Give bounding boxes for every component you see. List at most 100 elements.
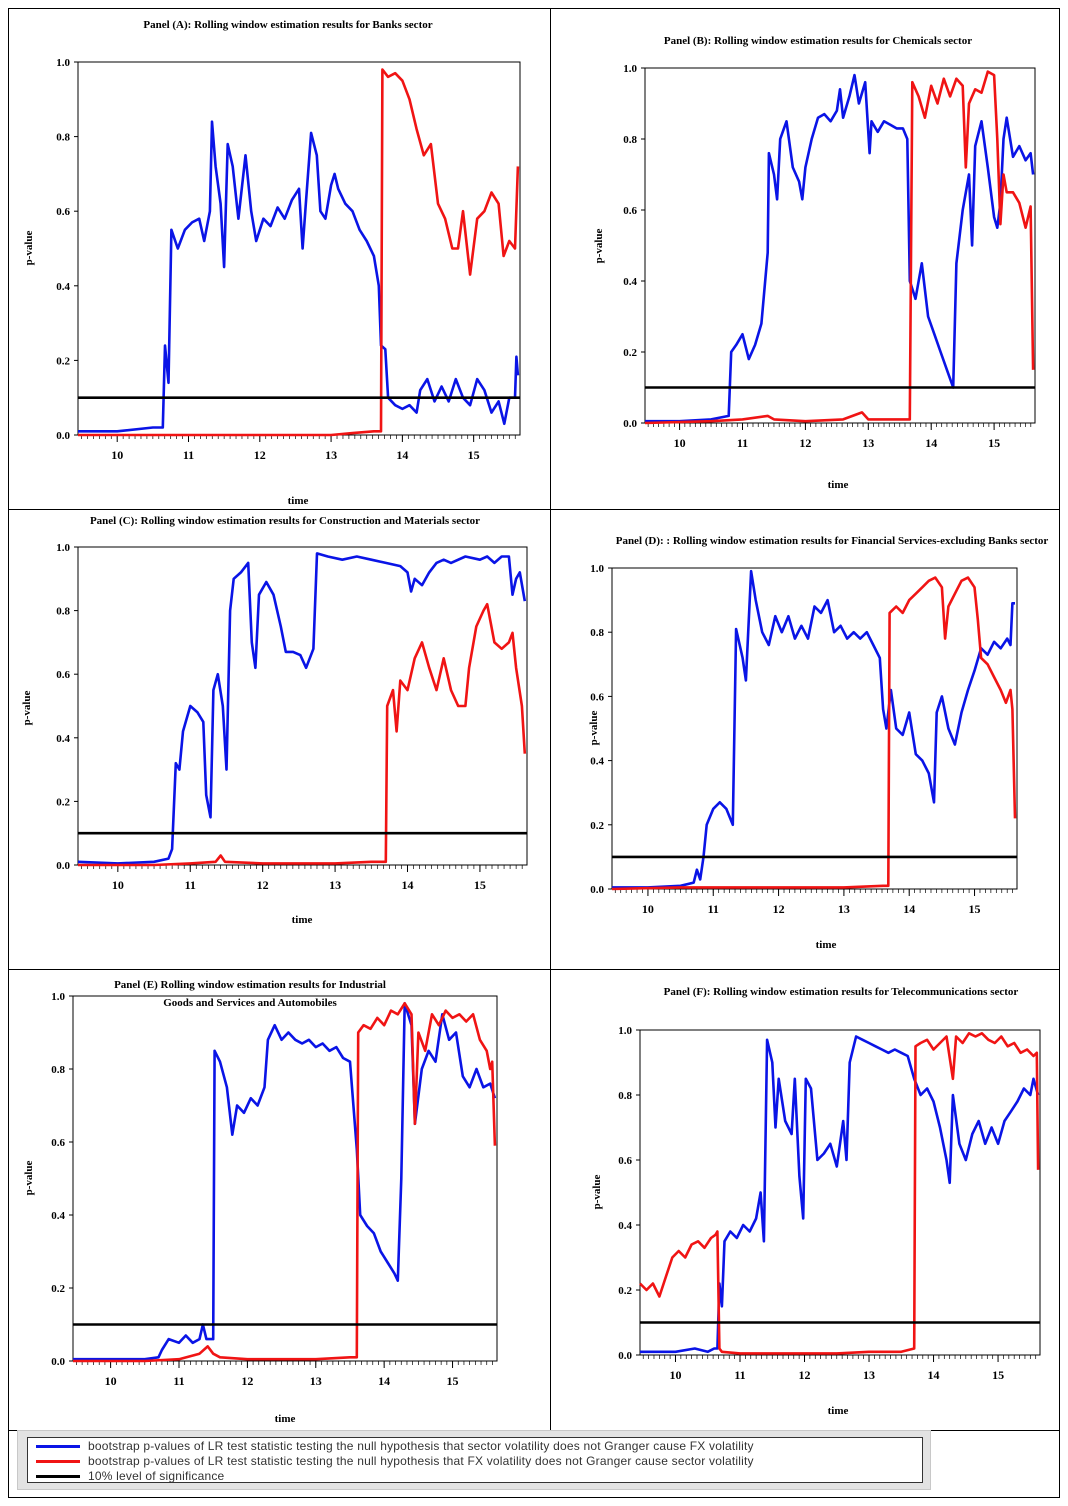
y-axis-label: p-value — [23, 1160, 35, 1195]
x-tick-label: 12 — [241, 1374, 253, 1388]
y-tick-label: 0.4 — [51, 1210, 65, 1222]
x-tick-label: 15 — [447, 1374, 459, 1388]
series-sector-to-fx — [78, 553, 525, 863]
y-tick-label: 0.4 — [618, 1220, 632, 1232]
x-tick-label: 10 — [642, 902, 654, 916]
y-tick-label: 0.2 — [51, 1283, 65, 1295]
series-sector-to-fx — [73, 1003, 495, 1359]
chart-panel-d: Panel (D): : Rolling window estimation r… — [549, 508, 1060, 968]
y-axis-label: p-value — [588, 710, 600, 745]
x-tick-label: 15 — [969, 902, 981, 916]
y-tick-label: 1.0 — [623, 63, 637, 75]
y-tick-label: 0.6 — [590, 691, 604, 703]
chart-panel-c: Panel (C): Rolling window estimation res… — [8, 508, 549, 968]
y-tick-label: 0.6 — [56, 669, 70, 681]
y-tick-label: 1.0 — [590, 563, 604, 575]
legend-item-fx-to-sector: bootstrap p-values of LR test statistic … — [36, 1454, 754, 1468]
x-tick-label: 12 — [257, 878, 269, 892]
y-tick-label: 0.2 — [590, 820, 604, 832]
x-tick-label: 11 — [708, 902, 719, 916]
x-tick-label: 14 — [378, 1374, 390, 1388]
x-axis-label: time — [292, 914, 313, 926]
chart-title: Panel (A): Rolling window estimation res… — [143, 19, 432, 31]
legend-label: bootstrap p-values of LR test statistic … — [88, 1439, 754, 1453]
y-tick-label: 0.4 — [56, 281, 70, 293]
x-tick-label: 11 — [737, 436, 748, 450]
x-tick-label: 14 — [402, 878, 414, 892]
x-tick-label: 10 — [674, 436, 686, 450]
legend-inner: bootstrap p-values of LR test statistic … — [27, 1437, 923, 1483]
y-tick-label: 1.0 — [56, 542, 70, 554]
series-sector-to-fx — [640, 1037, 1038, 1352]
x-tick-label: 10 — [105, 1374, 117, 1388]
x-tick-label: 13 — [325, 448, 337, 462]
y-tick-label: 0.8 — [590, 627, 604, 639]
series-fx-to-sector — [78, 604, 525, 865]
y-tick-label: 0.8 — [618, 1090, 632, 1102]
legend-swatch-black — [36, 1475, 80, 1478]
y-tick-label: 1.0 — [56, 57, 70, 69]
y-tick-label: 0.0 — [618, 1350, 632, 1362]
chart-panel-a: Panel (A): Rolling window estimation res… — [8, 8, 549, 508]
chart-title-line2: Goods and Services and Automobiles — [163, 997, 337, 1009]
chart-title: Panel (C): Rolling window estimation res… — [90, 515, 480, 527]
plot-frame — [640, 1030, 1040, 1355]
y-tick-label: 1.0 — [51, 991, 65, 1003]
x-tick-label: 14 — [396, 448, 408, 462]
x-tick-label: 13 — [310, 1374, 322, 1388]
x-tick-label: 15 — [474, 878, 486, 892]
y-tick-label: 0.8 — [56, 606, 70, 618]
legend-item-significance: 10% level of significance — [36, 1469, 224, 1483]
series-sector-to-fx — [645, 75, 1033, 421]
chart-title: Panel (E) Rolling window estimation resu… — [114, 979, 386, 991]
legend-swatch-red — [36, 1460, 80, 1463]
x-tick-label: 10 — [669, 1368, 681, 1382]
x-tick-label: 11 — [173, 1374, 184, 1388]
x-tick-label: 10 — [111, 448, 123, 462]
x-tick-label: 14 — [928, 1368, 940, 1382]
legend-label: 10% level of significance — [88, 1469, 224, 1483]
legend-swatch-blue — [36, 1445, 80, 1448]
x-tick-label: 13 — [863, 1368, 875, 1382]
x-axis-label: time — [828, 1405, 849, 1417]
y-tick-label: 0.4 — [623, 276, 637, 288]
x-tick-label: 13 — [329, 878, 341, 892]
x-axis-label: time — [828, 479, 849, 491]
y-tick-label: 0.6 — [618, 1155, 632, 1167]
x-tick-label: 13 — [838, 902, 850, 916]
y-tick-label: 0.4 — [590, 756, 604, 768]
x-tick-label: 12 — [773, 902, 785, 916]
x-tick-label: 14 — [903, 902, 915, 916]
x-tick-label: 14 — [925, 436, 937, 450]
y-tick-label: 0.2 — [56, 355, 70, 367]
y-tick-label: 0.8 — [51, 1064, 65, 1076]
chart-title: Panel (B): Rolling window estimation res… — [664, 35, 972, 47]
y-tick-label: 0.6 — [56, 206, 70, 218]
x-tick-label: 11 — [734, 1368, 745, 1382]
y-axis-label: p-value — [21, 690, 33, 725]
chart-title: Panel (D): : Rolling window estimation r… — [616, 535, 1049, 547]
chart-panel-b: Panel (B): Rolling window estimation res… — [549, 8, 1060, 508]
plot-frame — [645, 68, 1035, 423]
y-tick-label: 0.6 — [51, 1137, 65, 1149]
legend-label: bootstrap p-values of LR test statistic … — [88, 1454, 754, 1468]
series-sector-to-fx — [78, 122, 518, 432]
y-tick-label: 0.0 — [56, 430, 70, 442]
plot-frame — [73, 996, 497, 1361]
series-fx-to-sector — [612, 578, 1015, 889]
y-tick-label: 0.0 — [590, 884, 604, 896]
y-axis-label: p-value — [23, 230, 35, 265]
y-tick-label: 0.2 — [56, 796, 70, 808]
x-tick-label: 11 — [183, 448, 194, 462]
y-tick-label: 0.0 — [56, 860, 70, 872]
legend-item-sector-to-fx: bootstrap p-values of LR test statistic … — [36, 1439, 754, 1453]
y-tick-label: 0.2 — [618, 1285, 632, 1297]
x-tick-label: 12 — [799, 436, 811, 450]
x-tick-label: 15 — [988, 436, 1000, 450]
x-tick-label: 12 — [799, 1368, 811, 1382]
y-axis-label: p-value — [593, 228, 605, 263]
y-tick-label: 0.0 — [51, 1356, 65, 1368]
x-tick-label: 15 — [992, 1368, 1004, 1382]
chart-panel-f: Panel (F): Rolling window estimation res… — [549, 968, 1060, 1429]
series-fx-to-sector — [645, 72, 1033, 423]
